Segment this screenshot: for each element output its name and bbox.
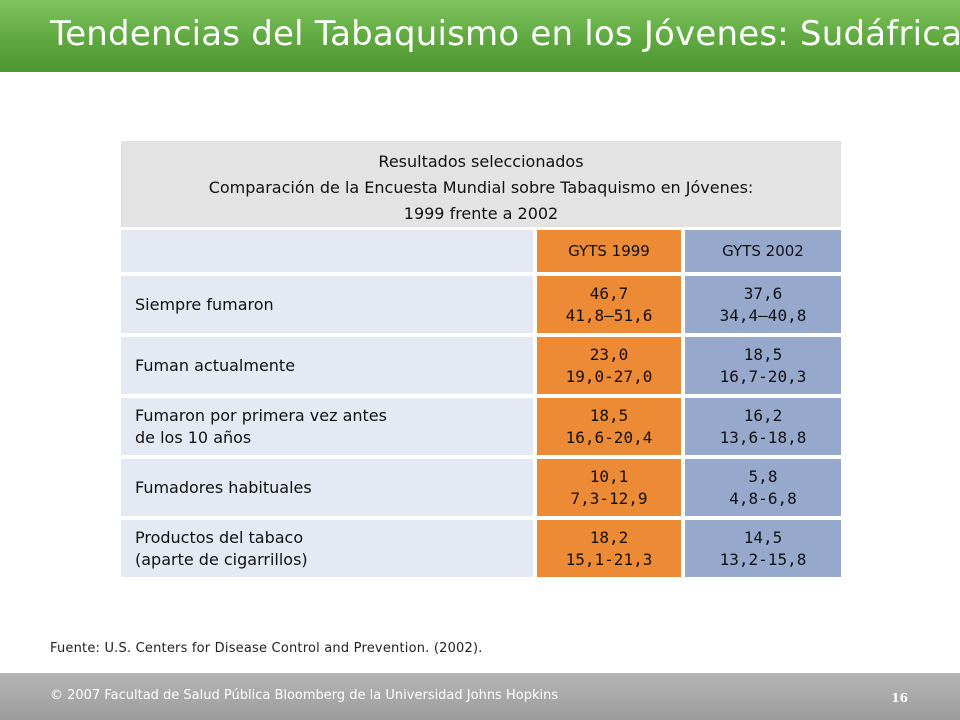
- gyts-2002-value: 14,5: [743, 527, 783, 547]
- gyts-1999-ci: 41,8–51,6: [565, 305, 653, 325]
- gyts-2002-value: 37,6: [743, 283, 783, 303]
- row-label: Fuman actualmente: [121, 337, 533, 394]
- gyts-2002-value: 16,2: [743, 405, 783, 425]
- page-number: 16: [891, 691, 908, 705]
- row-label-line1: Fumadores habituales: [135, 477, 312, 497]
- gyts-1999-value: 18,5: [589, 405, 629, 425]
- gyts-1999-cell: 10,1 7,3-12,9: [537, 459, 681, 516]
- row-label: Siempre fumaron: [121, 276, 533, 333]
- column-header-gyts-1999: GYTS 1999: [537, 230, 681, 272]
- row-label: Productos del tabaco (aparte de cigarril…: [121, 520, 533, 577]
- gyts-2002-cell: 5,8 4,8-6,8: [685, 459, 841, 516]
- copyright-text: © 2007 Facultad de Salud Pública Bloombe…: [50, 688, 559, 703]
- gyts-1999-ci: 16,6-20,4: [565, 427, 653, 447]
- row-label-line1: Fuman actualmente: [135, 355, 296, 375]
- gyts-1999-cell: 18,2 15,1-21,3: [537, 520, 681, 577]
- gyts-2002-cell: 16,2 13,6-18,8: [685, 398, 841, 455]
- column-header-gyts-2002: GYTS 2002: [685, 230, 841, 272]
- gyts-2002-cell: 37,6 34,4–40,8: [685, 276, 841, 333]
- row-label: Fumaron por primera vez antes de los 10 …: [121, 398, 533, 455]
- gyts-2002-cell: 18,5 16,7-20,3: [685, 337, 841, 394]
- gyts-2002-ci: 13,2-15,8: [719, 549, 807, 569]
- title-bar: Tendencias del Tabaquismo en los Jóvenes…: [0, 0, 960, 72]
- row-label-line2: de los 10 años: [135, 427, 252, 447]
- gyts-2002-value: 18,5: [743, 344, 783, 364]
- table-header: Resultados seleccionados Comparación de …: [121, 141, 841, 227]
- gyts-2002-ci: 4,8-6,8: [729, 488, 797, 508]
- gyts-2002-ci: 16,7-20,3: [719, 366, 807, 386]
- results-table: Resultados seleccionados Comparación de …: [121, 141, 841, 580]
- gyts-1999-ci: 19,0-27,0: [565, 366, 653, 386]
- row-label-line1: Fumaron por primera vez antes: [135, 405, 387, 425]
- gyts-1999-value: 18,2: [589, 527, 629, 547]
- gyts-2002-ci: 34,4–40,8: [719, 305, 807, 325]
- table-header-line2: Comparación de la Encuesta Mundial sobre…: [208, 178, 754, 197]
- gyts-1999-cell: 18,5 16,6-20,4: [537, 398, 681, 455]
- source-citation: Fuente: U.S. Centers for Disease Control…: [50, 641, 483, 656]
- gyts-1999-cell: 23,0 19,0-27,0: [537, 337, 681, 394]
- row-label-line1: Productos del tabaco: [135, 527, 304, 547]
- table-header-line3: 1999 frente a 2002: [403, 204, 559, 223]
- gyts-1999-ci: 7,3-12,9: [570, 488, 648, 508]
- gyts-2002-value: 5,8: [748, 466, 778, 486]
- row-label-line2: (aparte de cigarrillos): [135, 549, 308, 569]
- gyts-1999-value: 23,0: [589, 344, 629, 364]
- slide-title: Tendencias del Tabaquismo en los Jóvenes…: [50, 14, 960, 54]
- column-header-blank: [121, 230, 533, 272]
- row-label: Fumadores habituales: [121, 459, 533, 516]
- gyts-1999-value: 46,7: [589, 283, 629, 303]
- table-header-line1: Resultados seleccionados: [378, 152, 584, 171]
- gyts-1999-cell: 46,7 41,8–51,6: [537, 276, 681, 333]
- gyts-1999-ci: 15,1-21,3: [565, 549, 653, 569]
- gyts-2002-ci: 13,6-18,8: [719, 427, 807, 447]
- gyts-2002-cell: 14,5 13,2-15,8: [685, 520, 841, 577]
- row-label-line1: Siempre fumaron: [135, 294, 274, 314]
- gyts-1999-value: 10,1: [589, 466, 629, 486]
- footer-bar: © 2007 Facultad de Salud Pública Bloombe…: [0, 673, 960, 720]
